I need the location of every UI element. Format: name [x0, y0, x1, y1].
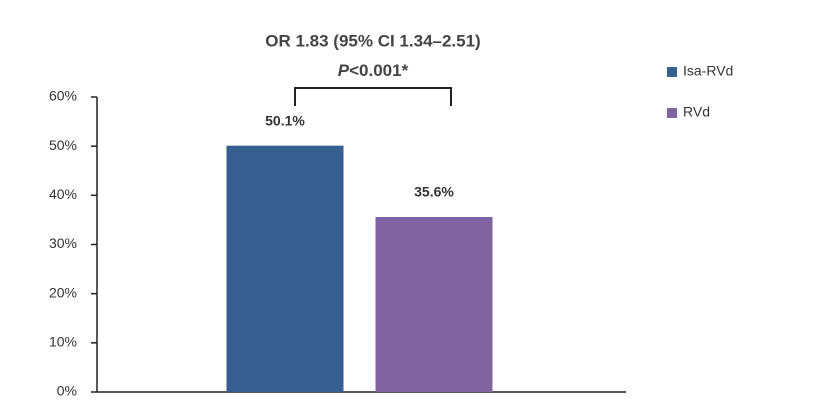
legend-swatch [667, 67, 677, 77]
bracket [294, 87, 452, 106]
y-tick-label: 30% [49, 235, 77, 251]
legend-label: RVd [683, 104, 710, 120]
legend-label: Isa-RVd [683, 63, 733, 79]
y-tick-label: 20% [49, 284, 77, 300]
y-tick-label: 0% [57, 383, 77, 399]
bar [226, 145, 344, 392]
bar [375, 216, 493, 392]
annotation-title: OR 1.83 (95% CI 1.34–2.51) [265, 31, 480, 50]
legend-swatch [667, 108, 677, 118]
y-tick-label: 10% [49, 334, 77, 350]
p-annotation: P<0.001* [338, 61, 409, 80]
y-tick-label: 40% [49, 186, 77, 202]
p-symbol: P [338, 61, 350, 80]
value-label: 35.6% [414, 184, 454, 200]
value-label: 50.1% [265, 112, 305, 128]
y-tick-label: 60% [49, 88, 77, 104]
y-tick-label: 50% [49, 137, 77, 153]
p-value: <0.001* [349, 61, 408, 80]
